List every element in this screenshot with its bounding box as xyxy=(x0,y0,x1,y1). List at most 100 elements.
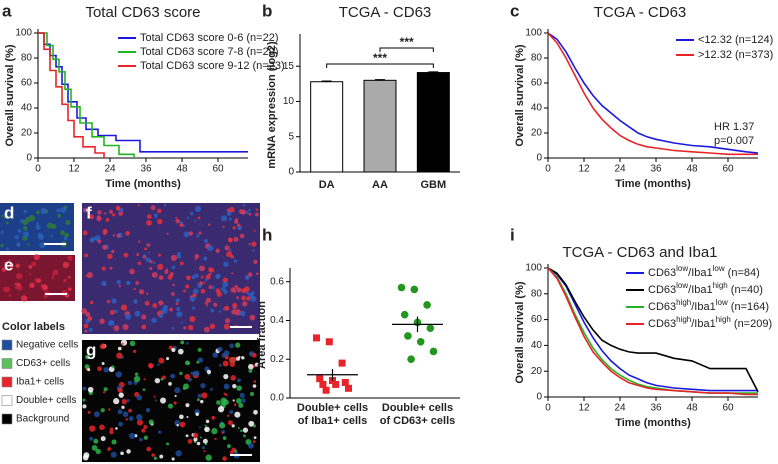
cell-dot xyxy=(186,342,189,345)
significance-bracket xyxy=(326,63,434,68)
cell-dot xyxy=(166,442,170,446)
y-tick-label: 20 xyxy=(531,366,543,377)
cell-dot xyxy=(199,281,204,286)
cell-dot xyxy=(0,243,4,248)
cell-dot xyxy=(99,343,106,350)
cell-dot xyxy=(53,269,59,275)
cell-dot xyxy=(96,215,101,220)
y-tick-label: 100 xyxy=(525,263,542,274)
cell-dot xyxy=(168,382,172,386)
micrographs: d e f g xyxy=(0,203,260,462)
cell-dot xyxy=(146,446,152,452)
cell-dot xyxy=(163,203,167,207)
cell-dot xyxy=(244,286,250,292)
cell-dot xyxy=(108,319,115,327)
cell-dot xyxy=(39,242,46,249)
x-tick-label: 60 xyxy=(722,403,734,414)
y-axis-label: Overall survival (%) xyxy=(514,281,526,383)
cell-dot xyxy=(248,208,251,212)
x-tick-label: 12 xyxy=(68,164,80,175)
cell-dot xyxy=(170,254,178,262)
y-axis-label: mRNA expression (log2) xyxy=(266,41,278,169)
cell-dot xyxy=(242,301,248,307)
cell-dot xyxy=(209,323,216,330)
cell-dot xyxy=(82,454,89,461)
cell-dot xyxy=(85,312,91,318)
cell-dot xyxy=(198,231,202,235)
cell-dot xyxy=(190,295,193,299)
cell-dot xyxy=(64,232,70,238)
cell-dot xyxy=(247,272,253,277)
cell-dot xyxy=(148,251,151,254)
cell-dot xyxy=(210,308,215,313)
cell-dot xyxy=(133,299,138,304)
cell-dot xyxy=(194,205,202,213)
cell-dot xyxy=(174,394,177,398)
cell-dot xyxy=(158,253,161,257)
cell-dot xyxy=(113,398,120,405)
cell-dot xyxy=(57,213,61,218)
cell-dot xyxy=(117,387,123,393)
cell-dot xyxy=(207,223,211,226)
cell-dot xyxy=(232,399,235,402)
cell-dot xyxy=(100,436,106,442)
x-tick-label: 48 xyxy=(686,164,698,175)
cell-dot xyxy=(218,363,222,367)
data-point xyxy=(416,337,425,346)
cell-dot xyxy=(198,426,201,429)
cell-dot xyxy=(16,272,23,280)
cell-dot xyxy=(82,230,88,236)
x-axis-label: Time (months) xyxy=(105,178,181,190)
cell-dot xyxy=(14,285,19,290)
cell-dot xyxy=(147,362,154,368)
cell-dot xyxy=(3,261,6,264)
cell-dot xyxy=(239,233,245,239)
panel-label: i xyxy=(510,225,515,244)
cell-dot xyxy=(115,427,118,430)
cell-dot xyxy=(248,363,254,370)
y-tick-label: 0 xyxy=(536,392,542,403)
cell-dot xyxy=(139,437,143,442)
x-tick-label: 48 xyxy=(176,164,188,175)
cell-dot xyxy=(154,213,158,217)
cell-dot xyxy=(186,361,191,365)
cell-dot xyxy=(129,340,136,347)
x-tick-label: Double+ cells of Iba1+ cells xyxy=(296,402,369,427)
cell-dot xyxy=(248,242,251,246)
cell-dot xyxy=(227,444,231,449)
cell-dot xyxy=(158,300,164,306)
cell-dot xyxy=(93,438,99,444)
cell-dot xyxy=(118,211,124,216)
legend-label: CD63+ cells xyxy=(16,358,70,369)
cell-dot xyxy=(136,414,143,421)
cell-dot xyxy=(204,426,210,433)
cell-dot xyxy=(119,207,124,212)
cell-dot xyxy=(4,286,11,293)
cell-dot xyxy=(89,425,96,432)
cell-dot xyxy=(65,219,71,226)
cell-dot xyxy=(123,252,129,258)
cell-dot xyxy=(144,247,148,251)
cell-dot xyxy=(192,306,196,310)
cell-dot xyxy=(126,399,130,403)
cell-dot xyxy=(185,403,190,408)
cell-dot xyxy=(211,416,216,420)
cell-dot xyxy=(200,289,206,294)
cell-dot xyxy=(136,253,140,257)
cell-dot xyxy=(253,436,257,440)
cell-dot xyxy=(255,272,259,276)
cell-dot xyxy=(195,412,200,417)
survival-curve xyxy=(38,32,105,158)
cell-dot xyxy=(107,447,112,451)
cell-dot xyxy=(212,352,219,358)
cell-dot xyxy=(232,226,236,230)
cell-dot xyxy=(116,352,123,359)
cell-dot xyxy=(118,392,124,398)
cell-dot xyxy=(253,409,258,415)
panel-label: d xyxy=(4,203,14,222)
survival-curve xyxy=(547,267,758,392)
cell-dot xyxy=(8,294,12,297)
cell-dot xyxy=(104,212,107,215)
x-tick-label-box: Double+ cells of CD63+ cells xyxy=(380,402,456,427)
cell-dot xyxy=(56,208,61,213)
